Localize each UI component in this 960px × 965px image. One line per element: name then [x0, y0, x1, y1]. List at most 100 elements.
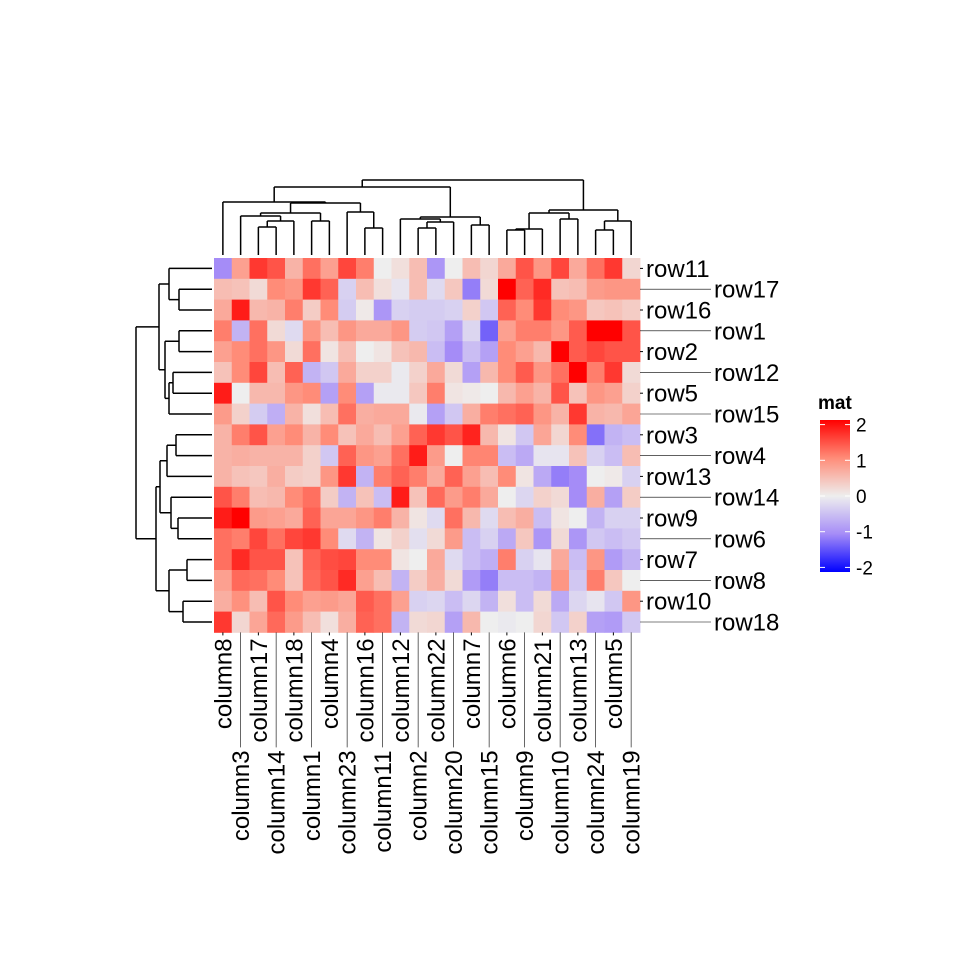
heatmap-cell [586, 570, 605, 592]
heatmap-cell [569, 590, 588, 612]
heatmap-cell [285, 528, 304, 550]
heatmap-cell [302, 486, 321, 508]
heatmap-cell [285, 570, 304, 592]
dendrogram-branch [155, 486, 169, 592]
heatmap-cell [533, 258, 552, 280]
row-label: row8 [714, 568, 766, 595]
heatmap-cell [267, 278, 286, 300]
heatmap-cell [267, 424, 286, 446]
heatmap-cell [515, 382, 534, 404]
heatmap-cell [391, 445, 410, 467]
heatmap-cell [231, 486, 250, 508]
row-label: row11 [646, 256, 710, 283]
dendrogram-branch [166, 444, 212, 478]
heatmap-cell [320, 258, 339, 280]
heatmap-cell [267, 320, 286, 342]
heatmap-cell [462, 258, 481, 280]
heatmap-cell [338, 341, 357, 363]
heatmap-cell [533, 424, 552, 446]
heatmap-cell [551, 362, 570, 384]
heatmap-cell [480, 424, 499, 446]
heatmap-cell [231, 590, 250, 612]
heatmap-cell [249, 507, 268, 529]
heatmap-cell [302, 507, 321, 529]
heatmap-cell [533, 528, 552, 550]
heatmap-cell [338, 507, 357, 529]
heatmap-cell [302, 362, 321, 384]
column-label: column18 [281, 638, 308, 742]
heatmap-cell [409, 507, 428, 529]
heatmap-cell [249, 528, 268, 550]
heatmap-cell [338, 320, 357, 342]
heatmap-cell [249, 590, 268, 612]
heatmap-cell [498, 341, 517, 363]
heatmap-cell [409, 570, 428, 592]
dendrogram-branch [257, 226, 277, 255]
heatmap-cell [498, 424, 517, 446]
heatmap-cell [480, 570, 499, 592]
dendrogram-branch [419, 216, 481, 225]
heatmap-cell [267, 445, 286, 467]
heatmap-cell [622, 258, 641, 280]
heatmap-cell [551, 570, 570, 592]
heatmap-cell [285, 258, 304, 280]
heatmap-cell [427, 341, 446, 363]
heatmap-cell [231, 570, 250, 592]
heatmap-cell [569, 320, 588, 342]
heatmap-cell [231, 362, 250, 384]
heatmap-cell [302, 549, 321, 571]
heatmap-cell [214, 424, 233, 446]
heatmap-cell [462, 528, 481, 550]
heatmap-cell [586, 507, 605, 529]
heatmap-cell [569, 445, 588, 467]
heatmap-cell [285, 341, 304, 363]
heatmap-cell [373, 611, 392, 633]
heatmap-cell [604, 611, 623, 633]
heatmap-cell [373, 486, 392, 508]
heatmap-cell [498, 466, 517, 488]
heatmap-cell [302, 299, 321, 321]
heatmap-cell [515, 362, 534, 384]
heatmap-cell [391, 278, 410, 300]
heatmap-cell [409, 299, 428, 321]
heatmap-cell [249, 611, 268, 633]
heatmap-cell [462, 362, 481, 384]
heatmap-cell [604, 549, 623, 571]
heatmap-cell [214, 570, 233, 592]
column-label: column13 [565, 638, 592, 742]
heatmap-cell [249, 403, 268, 425]
legend-tick-label: 0 [856, 487, 867, 508]
row-label: row18 [714, 610, 779, 637]
heatmap-cell [231, 403, 250, 425]
heatmap-cell [622, 611, 641, 633]
heatmap-cell [427, 590, 446, 612]
heatmap-cell [462, 278, 481, 300]
heatmap-cell [373, 507, 392, 529]
heatmap-cell [444, 549, 463, 571]
heatmap-cell [604, 528, 623, 550]
heatmap-cell [604, 258, 623, 280]
column-label: column7 [459, 638, 486, 729]
heatmap-cell [356, 424, 375, 446]
heatmap-cell [267, 466, 286, 488]
dendrogram-branch [548, 209, 619, 221]
column-label: column3 [228, 750, 255, 841]
heatmap-cell [356, 403, 375, 425]
heatmap-cell [249, 258, 268, 280]
column-label: column15 [477, 750, 504, 854]
heatmap-cell [409, 486, 428, 508]
heatmap-cell [515, 486, 534, 508]
heatmap-cell [249, 466, 268, 488]
heatmap-cell [356, 507, 375, 529]
heatmap-cell [444, 611, 463, 633]
dendrogram-branch [158, 283, 169, 371]
heatmap-cell [586, 382, 605, 404]
heatmap-cell [320, 382, 339, 404]
heatmap-cell [391, 258, 410, 280]
heatmap-cell [231, 320, 250, 342]
heatmap-cell [462, 507, 481, 529]
dendrogram-branch [266, 220, 295, 255]
dendrogram-branch [170, 496, 212, 530]
heatmap-cell [586, 528, 605, 550]
